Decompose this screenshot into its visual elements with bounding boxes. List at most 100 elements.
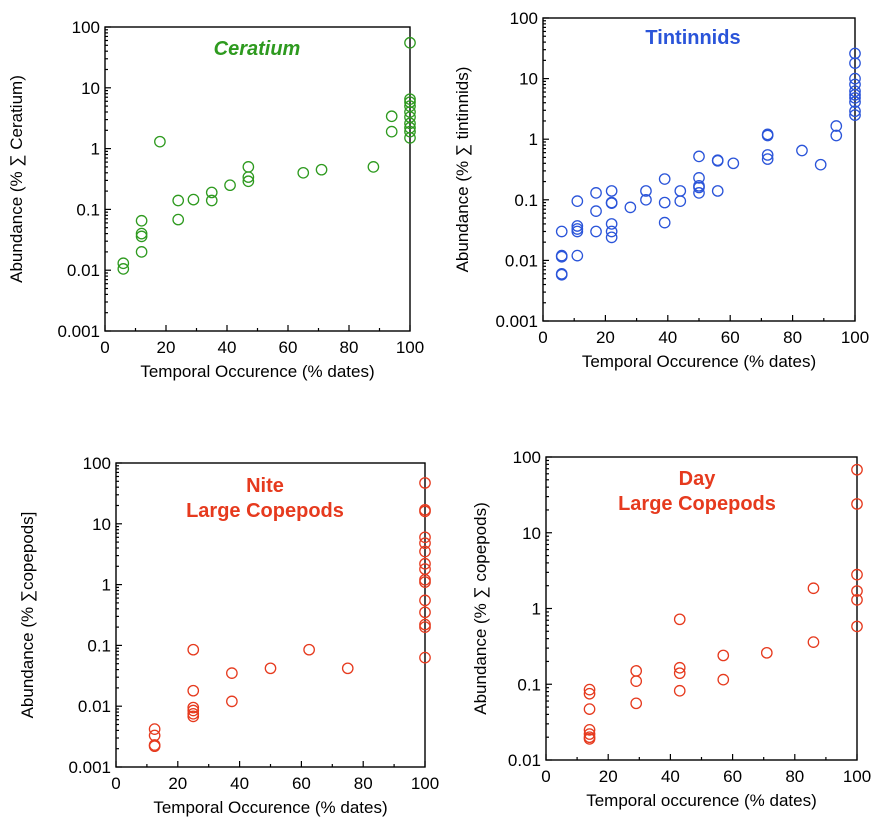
data-point — [717, 649, 730, 662]
data-point — [571, 195, 584, 207]
data-point — [571, 220, 584, 232]
data-point — [693, 150, 705, 163]
x-tick-label: 80 — [340, 338, 359, 357]
y-tick-label: 0.1 — [517, 675, 541, 694]
x-tick-label: 80 — [354, 774, 373, 793]
data-point — [658, 216, 671, 229]
data-point — [242, 175, 255, 188]
data-point — [264, 662, 277, 675]
x-tick-label: 20 — [157, 338, 176, 357]
data-point — [849, 47, 861, 60]
data-point — [187, 684, 200, 697]
data-point — [640, 185, 652, 197]
data-point — [555, 268, 568, 281]
data-point — [172, 213, 185, 226]
data-point — [148, 723, 161, 735]
x-tick-label: 40 — [658, 328, 677, 347]
x-tick-label: 60 — [279, 338, 298, 357]
x-tick-label: 60 — [292, 774, 311, 793]
data-point — [172, 194, 185, 207]
data-point — [187, 704, 200, 717]
data-point — [807, 636, 820, 648]
data-point — [419, 606, 431, 619]
chart-panel-1: 0 20 40 60 80 100 0.001 0.01 0.1 1 10 100 Temporal O… — [7, 18, 424, 381]
chart-title-line: Nite — [246, 475, 284, 497]
data-point — [404, 132, 416, 144]
x-tick-label: 60 — [723, 767, 742, 786]
data-point — [226, 695, 238, 708]
data-point — [583, 733, 596, 745]
y-tick-label: 10 — [522, 524, 541, 543]
data-point — [830, 129, 843, 142]
x-tick-label: 100 — [843, 767, 871, 786]
chart-panel-4: 0 20 40 60 80 100 0.01 0.1 1 10 100 Temporal occure… — [471, 448, 871, 810]
data-point — [242, 161, 255, 173]
data-point — [849, 109, 861, 121]
data-point — [711, 154, 724, 167]
data-point — [419, 477, 431, 489]
y-tick-label: 1 — [91, 140, 100, 159]
data-point — [404, 36, 416, 49]
data-point — [761, 149, 774, 161]
data-point — [341, 662, 354, 675]
y-tick-label: 10 — [81, 79, 100, 98]
x-tick-label: 60 — [721, 328, 740, 347]
x-tick-label: 0 — [541, 767, 550, 786]
data-point — [605, 231, 618, 244]
data-point — [605, 197, 618, 210]
data-point — [385, 125, 398, 138]
data-point — [419, 545, 431, 558]
y-tick-label: 10 — [92, 515, 111, 534]
data-point — [590, 225, 602, 238]
data-point — [187, 710, 200, 723]
chart-panel-3: 0 20 40 60 80 100 0.001 0.01 0.1 1 10 100 Temporal O… — [18, 454, 439, 817]
data-point — [419, 557, 431, 570]
y-tick-label: 0.1 — [76, 200, 100, 219]
data-point — [807, 582, 820, 595]
data-point — [851, 620, 863, 633]
data-point — [117, 257, 130, 270]
data-point — [674, 195, 687, 207]
data-point — [419, 531, 431, 544]
x-axis-title: Temporal Occurence (% dates) — [140, 362, 374, 381]
y-tick-label: 100 — [83, 454, 111, 473]
data-point — [605, 225, 618, 238]
y-tick-label: 100 — [72, 18, 100, 37]
x-tick-label: 80 — [785, 767, 804, 786]
data-point — [419, 621, 431, 633]
x-tick-label: 40 — [661, 767, 680, 786]
data-point — [849, 92, 861, 104]
data-point — [693, 187, 705, 199]
chart-title-line: Large Copepods — [618, 493, 776, 515]
data-point — [851, 568, 863, 581]
data-point — [717, 673, 730, 686]
data-point — [367, 161, 380, 173]
x-tick-label: 0 — [111, 774, 120, 793]
data-point — [583, 683, 596, 696]
x-tick-label: 20 — [599, 767, 618, 786]
data-point — [711, 185, 724, 197]
data-point — [851, 585, 863, 597]
y-axis-title: Abundance (% ∑copepods] — [18, 512, 37, 719]
data-point — [224, 179, 236, 192]
data-point — [154, 135, 166, 148]
y-tick-label: 0.01 — [508, 751, 541, 770]
data-point — [673, 684, 686, 697]
data-point — [419, 537, 431, 550]
y-tick-label: 1 — [529, 130, 538, 149]
data-point — [849, 88, 861, 101]
data-point — [693, 172, 705, 184]
y-tick-label: 10 — [519, 70, 538, 89]
data-point — [658, 196, 671, 209]
data-point — [571, 225, 584, 238]
y-tick-label: 1 — [102, 576, 111, 595]
data-point — [583, 728, 596, 740]
data-point — [303, 643, 315, 656]
data-point — [760, 646, 773, 659]
x-tick-label: 100 — [411, 774, 439, 793]
data-point — [117, 263, 130, 275]
data-point — [727, 157, 740, 170]
x-tick-label: 40 — [230, 774, 249, 793]
chart-title: Tintinnids — [645, 27, 740, 49]
y-tick-label: 0.001 — [57, 322, 100, 341]
